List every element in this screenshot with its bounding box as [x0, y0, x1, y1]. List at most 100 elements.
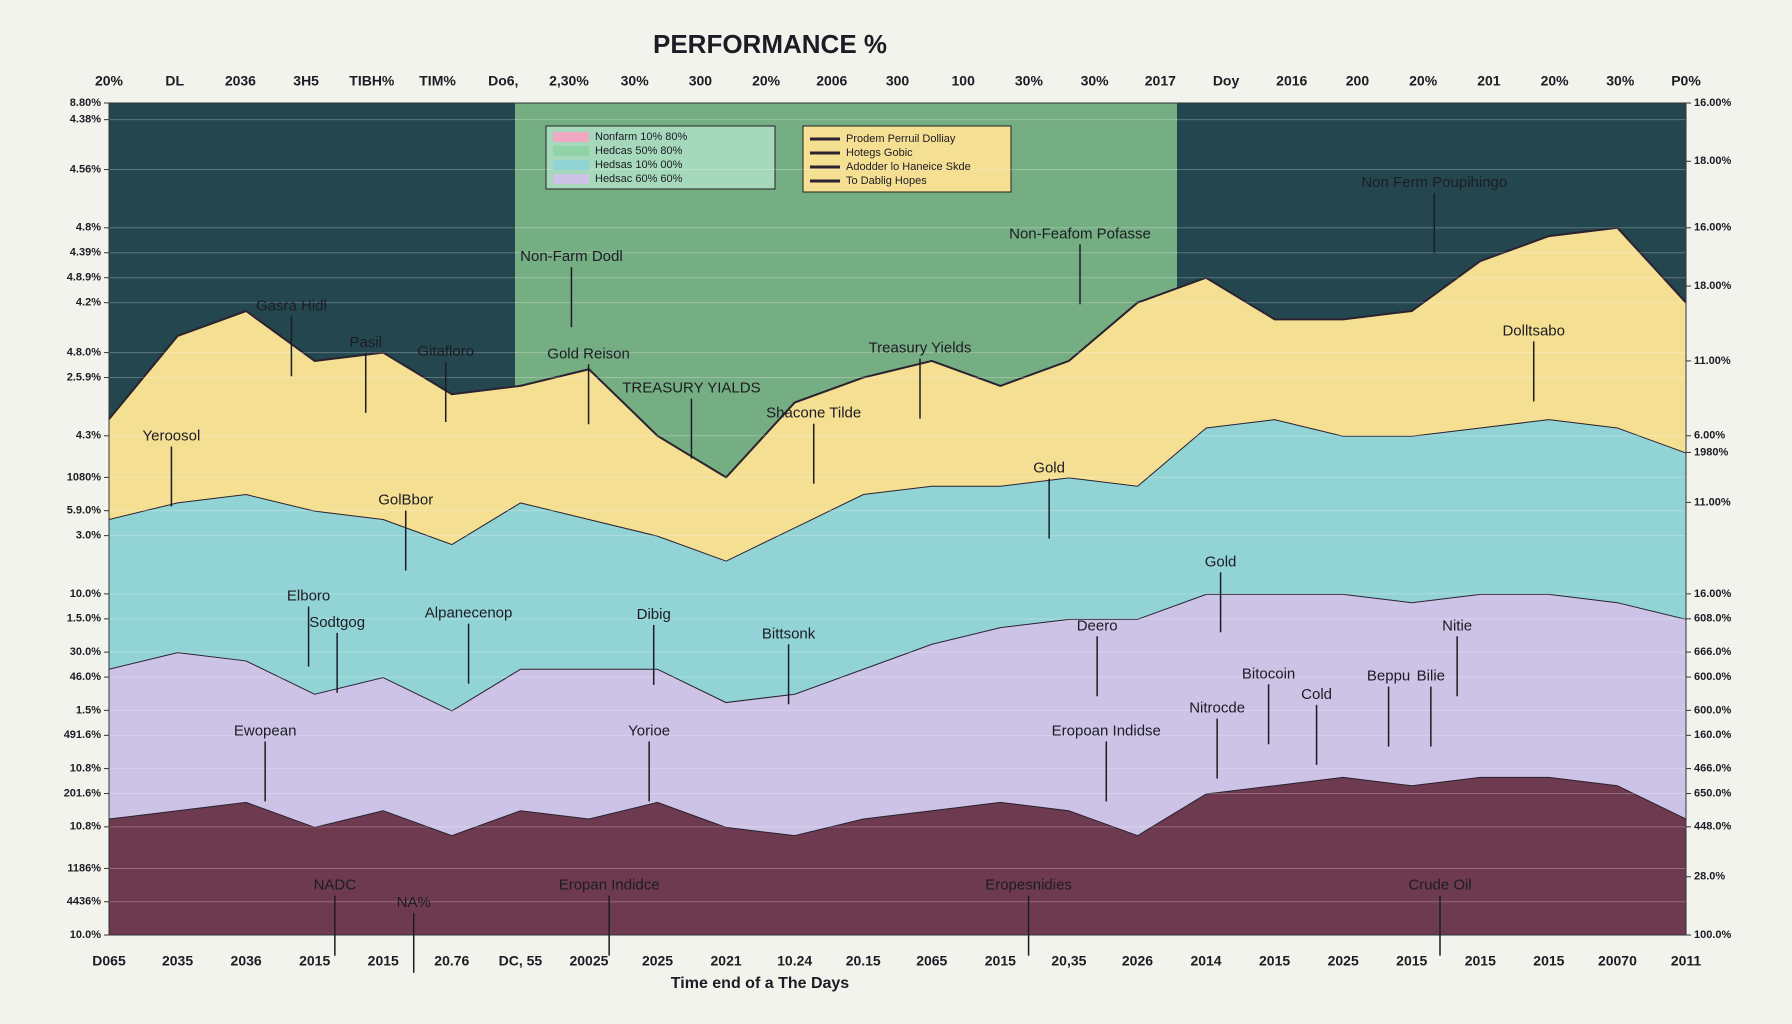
- y-tick-label: 1186%: [67, 862, 101, 874]
- top-label: 20%: [752, 73, 781, 89]
- annotation: Deero: [1077, 617, 1118, 634]
- y2-tick-label: 650.0%: [1694, 787, 1732, 799]
- y-tick-label: 4.8.9%: [67, 272, 101, 284]
- y2-tick-label: 28.0%: [1694, 871, 1725, 883]
- y-tick-label: 4.2%: [76, 297, 101, 309]
- legend-box-text: Hedsac 60% 60%: [595, 173, 683, 185]
- y-tick-label: 5.9.0%: [67, 505, 101, 517]
- annotation: GolBbor: [378, 492, 433, 509]
- y-tick-label: 4436%: [67, 896, 101, 908]
- y-tick-label: 2.5.9%: [67, 371, 101, 383]
- top-label: 20%: [1541, 73, 1570, 89]
- annotation: Nitie: [1442, 617, 1472, 634]
- y2-tick-label: 160.0%: [1694, 729, 1732, 741]
- y-tick-label: 3.0%: [76, 530, 101, 542]
- top-label: 2017: [1145, 73, 1176, 89]
- annotation: Non Ferm Poupihingo: [1361, 174, 1507, 191]
- y-tick-label: 30.0%: [70, 646, 101, 658]
- top-label: 200: [1346, 73, 1370, 89]
- annotation: Shacone Tilde: [766, 405, 861, 422]
- y2-tick-label: 11.00%: [1694, 496, 1731, 508]
- area: [109, 419, 1686, 711]
- annotation: Bitocoin: [1242, 665, 1295, 682]
- x-tick-label: 2025: [642, 953, 673, 969]
- x-tick-label: 2015: [368, 953, 399, 969]
- top-label: 20%: [95, 73, 124, 89]
- annotation: Pasil: [349, 334, 382, 351]
- annotation: Gold: [1033, 460, 1065, 477]
- annotation: Beppu: [1367, 668, 1410, 685]
- legend-label: Prodem Perruil Dolliay: [846, 133, 956, 145]
- y-tick-label: 201.6%: [64, 787, 102, 799]
- plot: [108, 226, 1687, 935]
- y-tick-label: 4.3%: [76, 430, 101, 442]
- top-label: 30%: [1081, 73, 1110, 89]
- annotation: Non-Farm Dodl: [520, 248, 623, 265]
- x-tick-label: 2015: [1533, 953, 1564, 969]
- x-tick-label: 2035: [162, 953, 193, 969]
- x-tick-label: 10.24: [777, 953, 812, 969]
- y2-tick-label: 18.00%: [1694, 280, 1732, 292]
- legend-label: To Dablig Hopes: [846, 175, 927, 187]
- annotation: Bilie: [1417, 668, 1445, 685]
- top-label: 2006: [816, 73, 847, 89]
- annotation: Cold: [1301, 686, 1332, 703]
- y2-tick-label: 16.00%: [1694, 97, 1732, 109]
- y2-tick-label: 18.00%: [1694, 155, 1732, 167]
- top-label: 2016: [1276, 73, 1307, 89]
- chart-title: PERFORMANCE %: [653, 29, 887, 59]
- annotation: Gitafloro: [417, 343, 474, 360]
- y-tick-label: 10.0%: [70, 588, 101, 600]
- legend-label: Adodder lo Haneice Skde: [846, 161, 971, 173]
- x-tick-label: 2015: [985, 953, 1016, 969]
- top-label: DL: [165, 73, 184, 89]
- y-tick-label: 4.56%: [70, 163, 101, 175]
- annotation: NADC: [314, 877, 357, 894]
- y-tick-label: 491.6%: [64, 729, 102, 741]
- area: [109, 227, 1686, 561]
- x-axis-title: Time end of a The Days: [671, 975, 850, 992]
- legend-box-swatch: [553, 160, 589, 170]
- y2-tick-label: 608.0%: [1694, 613, 1732, 625]
- y2-tick-label: 100.0%: [1694, 929, 1732, 941]
- top-label: 300: [689, 73, 713, 89]
- top-label: 100: [952, 73, 976, 89]
- top-label: 20%: [1409, 73, 1438, 89]
- x-tick-label: 20025: [569, 953, 608, 969]
- legend-box-swatch: [553, 174, 589, 184]
- annotation: Eropan Indidce: [559, 877, 660, 894]
- y2-tick-label: 16.00%: [1694, 222, 1732, 234]
- annotation: Treasury Yields: [869, 340, 972, 357]
- annotation: Nitrocde: [1189, 700, 1245, 717]
- y-tick-label: 1.5%: [76, 704, 101, 716]
- x-tick-label: 20,35: [1051, 953, 1086, 969]
- top-label: 3H5: [293, 73, 319, 89]
- y-tick-label: 46.0%: [70, 671, 101, 683]
- y2-tick-label: 11.00%: [1694, 355, 1731, 367]
- y2-tick-label: 16.00%: [1694, 588, 1732, 600]
- y-tick-label: 4.38%: [70, 114, 101, 126]
- top-label: TIBH%: [349, 73, 395, 89]
- top-label: 2,30%: [549, 73, 589, 89]
- y-tick-label: 4.8%: [76, 222, 101, 234]
- x-tick-label: 2015: [1396, 953, 1427, 969]
- series-edge: [108, 226, 1687, 479]
- y2-tick-label: 466.0%: [1694, 763, 1732, 775]
- legend-box-text: Nonfarm 10% 80%: [595, 131, 688, 143]
- annotation: Gold: [1205, 553, 1237, 570]
- annotation: NA%: [397, 894, 431, 911]
- x-tick-label: 20.15: [846, 953, 881, 969]
- legend-box-swatch: [553, 132, 589, 142]
- y2-tick-label: 600.0%: [1694, 704, 1732, 716]
- top-label: 30%: [621, 73, 650, 89]
- y2-tick-label: 448.0%: [1694, 821, 1732, 833]
- annotation: Ewopean: [234, 722, 297, 739]
- x-tick-label: 2015: [1465, 953, 1496, 969]
- x-tick-label: 2015: [1259, 953, 1290, 969]
- x-tick-label: 20.76: [434, 953, 469, 969]
- x-tick-label: 2014: [1190, 953, 1221, 969]
- legend-box-text: Hedcas 50% 80%: [595, 145, 683, 157]
- annotation: Alpanecenop: [425, 605, 513, 622]
